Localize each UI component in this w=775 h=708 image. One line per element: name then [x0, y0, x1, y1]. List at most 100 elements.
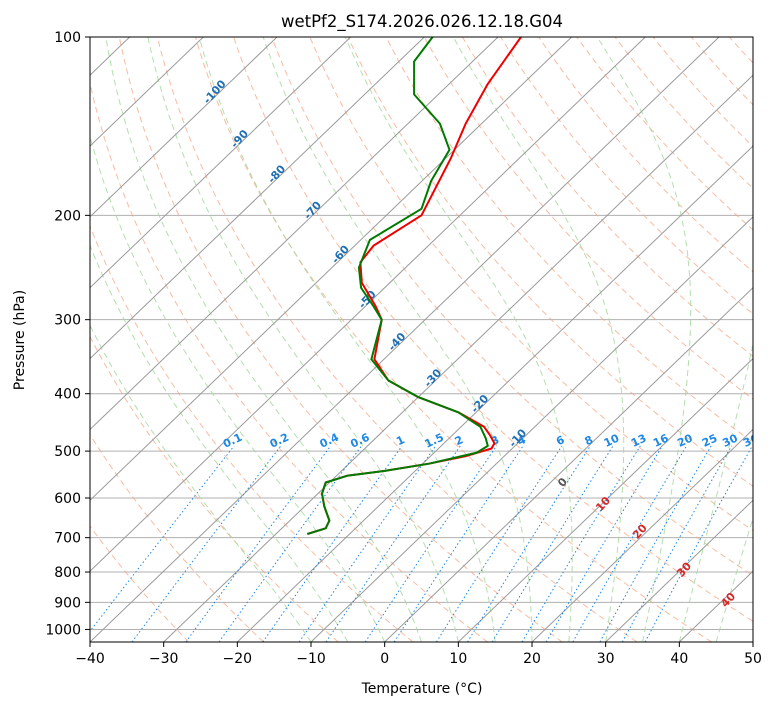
x-axis-title: Temperature (°C)	[361, 681, 483, 697]
moist-adiabat-label: 20	[630, 521, 650, 541]
y-tick-label: 300	[54, 313, 81, 329]
mixing-ratio-line	[467, 445, 591, 642]
dry-adiabat	[309, 37, 753, 532]
x-tick-label: 20	[523, 651, 541, 667]
dry-adiabat	[768, 37, 775, 642]
isotherm	[310, 216, 753, 642]
dry-adiabat	[90, 525, 190, 642]
x-tick-label: 50	[744, 651, 762, 667]
isotherm-label: -40	[386, 330, 409, 354]
mixing-ratio-label: 2	[453, 433, 465, 448]
moist-adiabat	[90, 244, 349, 642]
y-tick-label: 1000	[45, 622, 81, 638]
moist-adiabat	[344, 37, 573, 642]
mixing-ratio-line	[599, 445, 712, 642]
y-tick-label: 500	[54, 444, 81, 460]
isotherm	[531, 428, 753, 642]
plot-frame	[89, 36, 754, 643]
y-axis: 1000 900 800 700 600 500 400 300 200 100	[45, 30, 90, 638]
isotherm-label: -10	[506, 426, 529, 450]
y-tick-label: 600	[54, 491, 81, 507]
mixing-ratio-line	[298, 445, 437, 642]
dry-adiabat	[461, 37, 753, 357]
dry-adiabat	[90, 80, 488, 642]
dry-adiabat	[90, 335, 339, 642]
y-tick-label: 100	[54, 30, 81, 46]
moist-adiabat-label: 30	[674, 559, 694, 579]
moist-adiabat	[452, 37, 625, 642]
y-tick-label: 900	[54, 595, 81, 611]
x-tick-label: −30	[149, 651, 179, 667]
mixing-ratio-label: 0.2	[268, 431, 291, 451]
mixing-ratio-label: 25	[700, 432, 719, 450]
isotherm-label: -20	[468, 392, 491, 416]
y-axis-title: Pressure (hPa)	[12, 290, 28, 390]
dry-adiabat	[614, 37, 753, 189]
mixing-ratio-line	[572, 445, 687, 642]
dry-adiabat	[90, 224, 414, 642]
plot-area: 0.1 0.2 0.4 0.6 1 1.5 2 3 4 6 8 10 13 16 20 25 30 36 -100…	[0, 37, 775, 642]
chart-title: wetPf2_S174.2026.026.12.18.G04	[281, 12, 563, 32]
moist-adiabat	[147, 37, 459, 642]
isotherm-label: -30	[421, 366, 444, 390]
mixing-ratio-label: 1.5	[423, 431, 446, 451]
isotherm-label: -60	[329, 242, 352, 266]
mixing-ratio-label: 30	[720, 431, 740, 449]
dry-adiabat	[652, 37, 753, 148]
mixing-ratio-line	[90, 445, 235, 633]
moist-adiabats	[90, 37, 753, 642]
dry-adiabats	[90, 37, 775, 642]
mixing-ratio-label: 10	[602, 431, 622, 449]
x-tick-label: −20	[223, 651, 253, 667]
mixing-ratio-line	[364, 445, 498, 642]
sounding-line	[307, 37, 522, 535]
dry-adiabat	[118, 37, 563, 642]
mixing-ratio-label: 16	[651, 431, 671, 449]
dry-adiabat	[271, 37, 753, 577]
mixing-ratio-line	[131, 445, 282, 642]
isotherm	[90, 37, 646, 572]
mixing-ratio-line	[435, 445, 563, 642]
moist-adiabat	[105, 37, 422, 642]
mixing-ratio-label: 0.1	[221, 431, 244, 451]
moist-adiabat	[715, 516, 753, 642]
isotherm	[90, 37, 720, 642]
isotherm	[90, 37, 573, 501]
mixing-ratio-label: 20	[675, 431, 695, 449]
y-tick-label: 700	[54, 531, 81, 547]
mixing-ratio-label: 1	[394, 433, 406, 448]
moist-adiabat-label: 40	[718, 590, 738, 610]
isotherm	[457, 357, 753, 642]
dry-adiabat	[195, 37, 712, 642]
isotherm	[90, 37, 278, 218]
moist-adiabat	[198, 37, 496, 642]
isotherms	[0, 37, 753, 642]
x-tick-label: −40	[75, 651, 105, 667]
isotherm-label: -90	[228, 127, 251, 151]
mixing-ratio-line	[262, 445, 403, 642]
isotherm	[90, 37, 425, 360]
mixing-ratio-line	[393, 445, 524, 642]
dry-adiabat	[538, 37, 753, 273]
sounding-series	[307, 37, 522, 535]
moist-adiabat	[90, 134, 386, 642]
mixing-ratio-line	[491, 445, 614, 642]
mixing-ratio-line	[521, 445, 641, 642]
dry-adiabat	[423, 37, 753, 400]
dry-adiabat	[576, 37, 753, 231]
isotherm	[0, 37, 56, 642]
x-tick-label: −10	[296, 651, 326, 667]
isotherm	[752, 641, 753, 642]
mixing-ratio-line	[218, 445, 362, 642]
mixing-ratio-line	[644, 445, 753, 642]
isotherm	[678, 570, 753, 642]
y-tick-label: 400	[54, 387, 81, 403]
isotherm	[605, 499, 753, 642]
isotherm	[236, 145, 753, 642]
dry-adiabat	[90, 433, 264, 642]
moist-adiabat	[262, 37, 533, 642]
dry-adiabat	[233, 37, 753, 622]
isotherm	[384, 287, 753, 642]
x-tick-label: 40	[670, 651, 688, 667]
